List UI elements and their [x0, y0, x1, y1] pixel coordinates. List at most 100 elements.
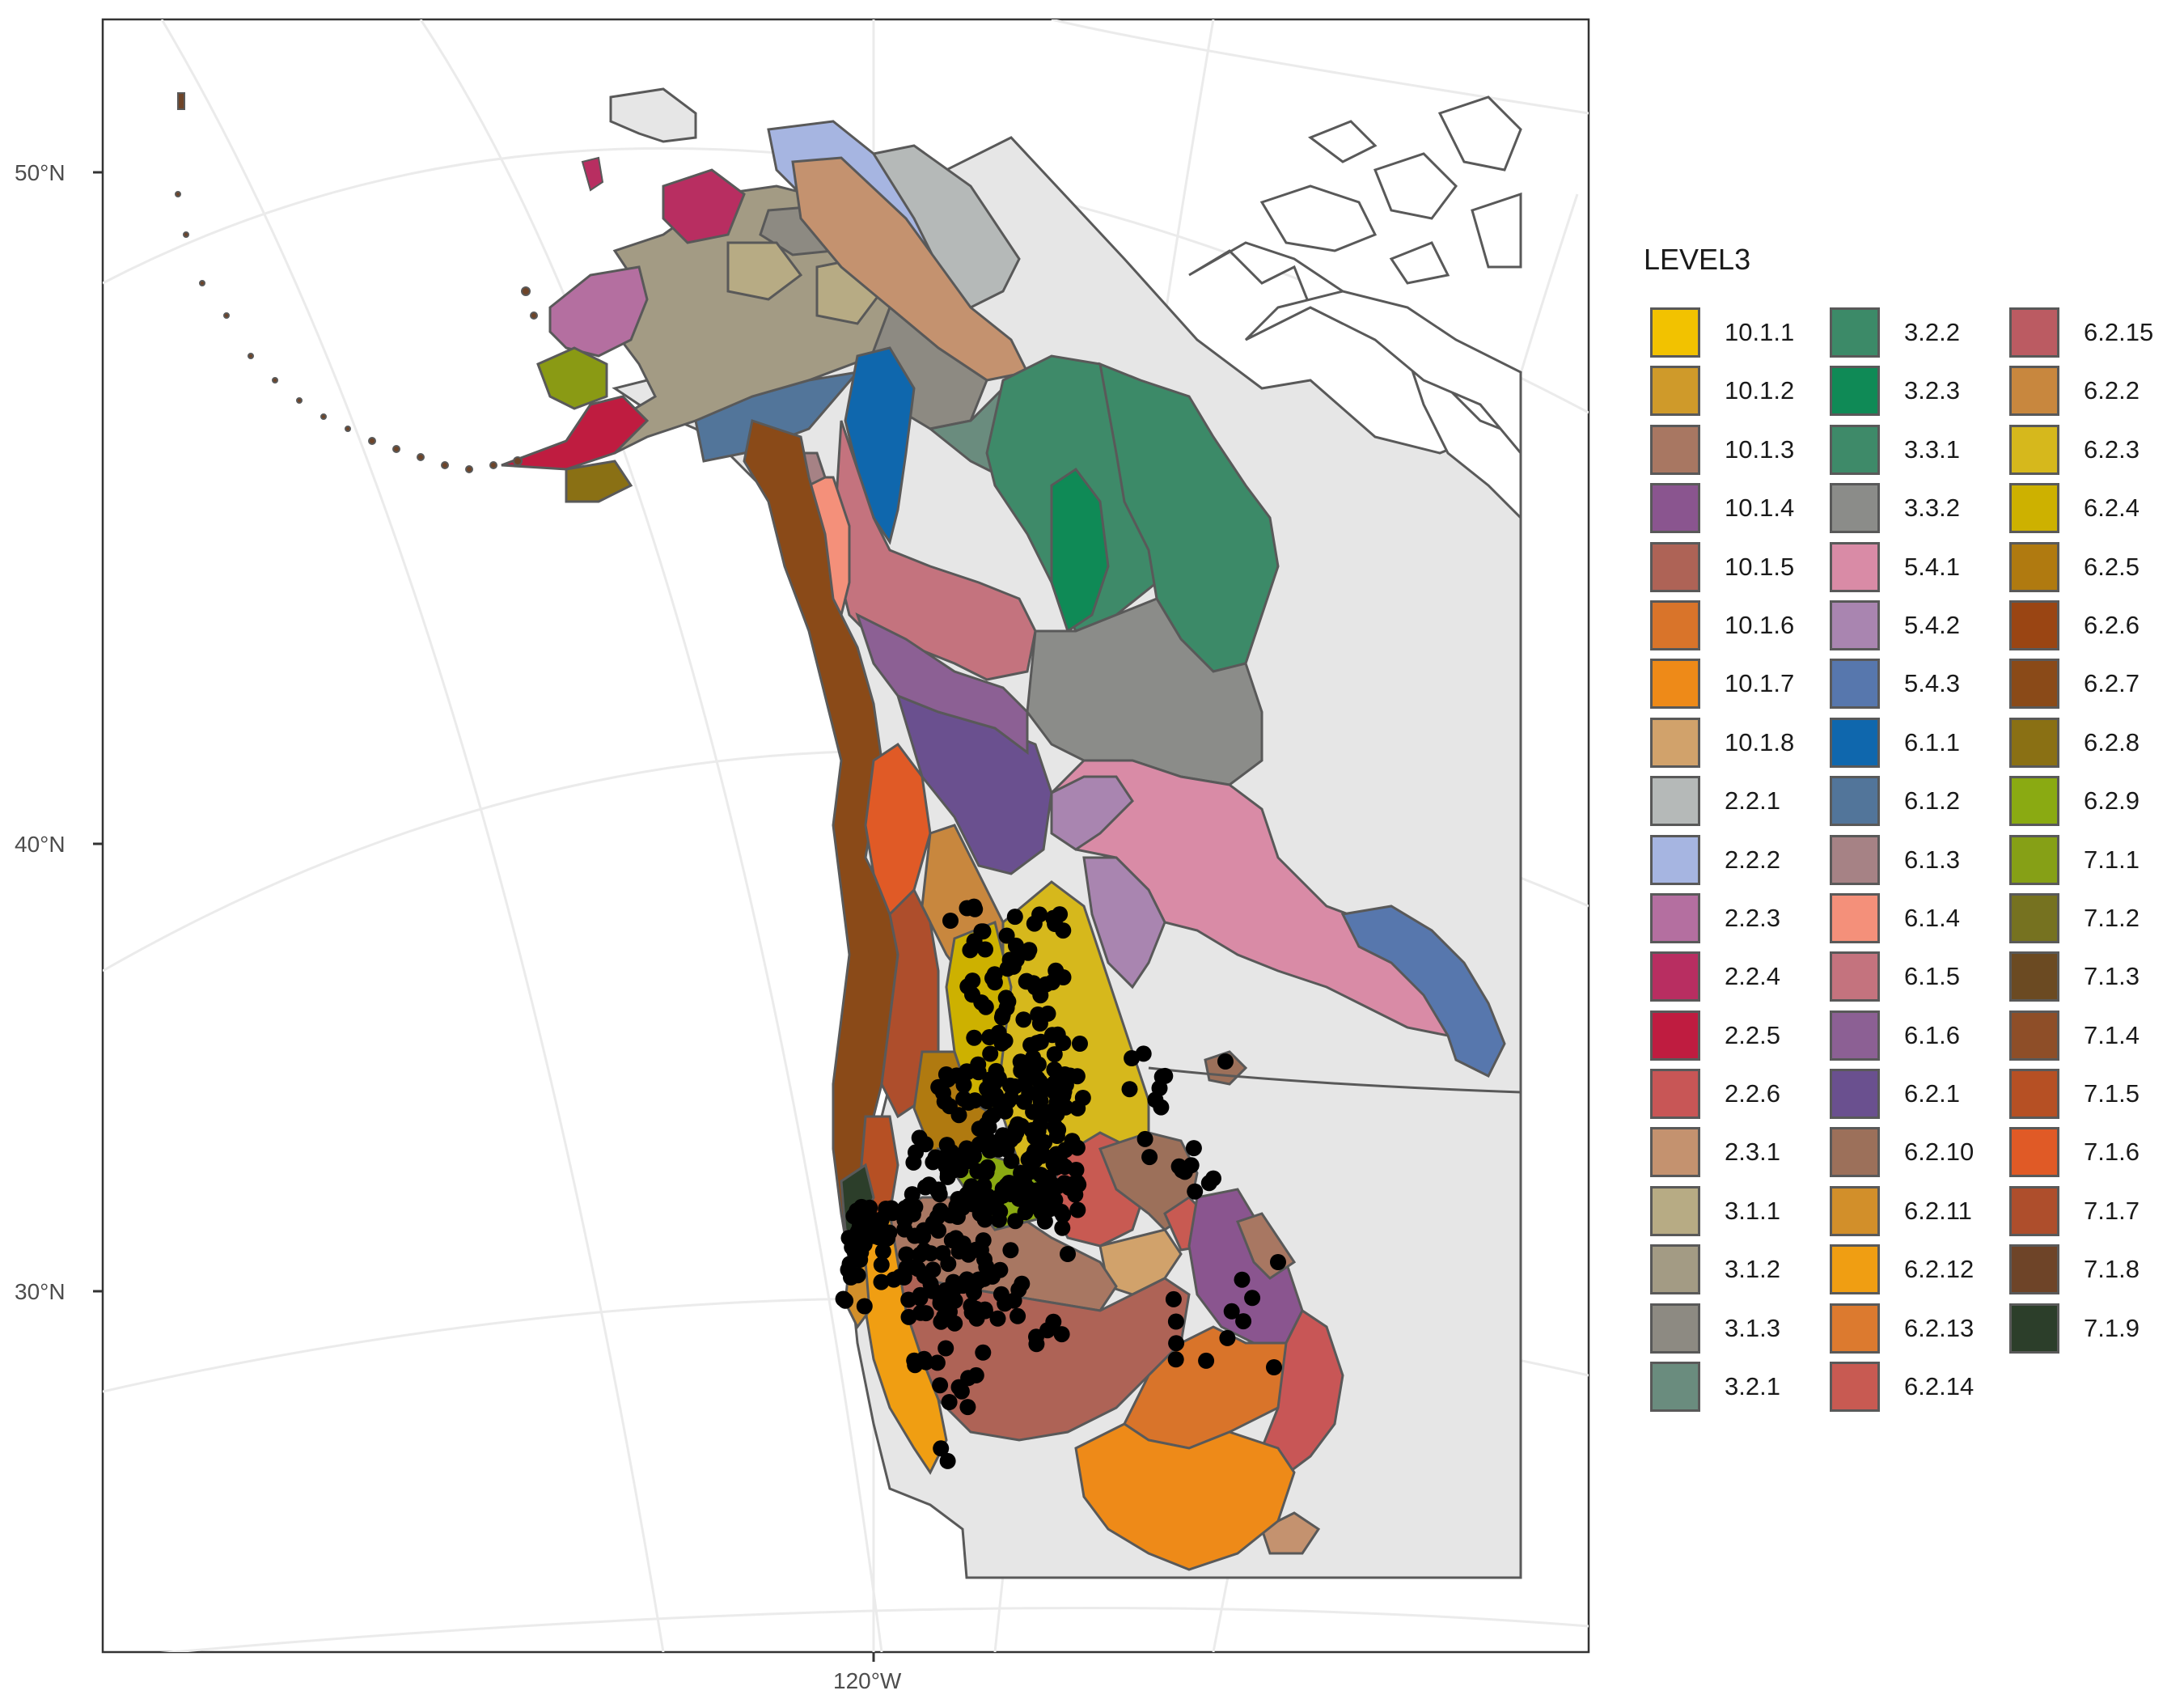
occurrence-point	[989, 1310, 1006, 1327]
occurrence-point	[977, 998, 994, 1015]
legend-swatch	[2009, 1244, 2059, 1295]
occurrence-point	[946, 1292, 963, 1309]
occurrence-point	[1009, 1307, 1026, 1324]
occurrence-point	[1187, 1183, 1204, 1200]
occurrence-point	[1035, 1082, 1052, 1099]
legend-swatch	[2009, 1010, 2059, 1061]
occurrence-point	[917, 1354, 934, 1371]
occurrence-point	[1121, 1081, 1138, 1098]
occurrence-point	[898, 1246, 915, 1263]
occurrence-point	[1006, 909, 1023, 926]
legend-swatch	[1650, 717, 1700, 768]
lat-label-30: 30°N	[15, 1279, 66, 1304]
occurrence-point	[1015, 1011, 1032, 1028]
occurrence-point	[981, 1142, 998, 1159]
legend-label: 7.1.2	[2084, 903, 2140, 932]
occurrence-point	[1067, 1186, 1084, 1203]
occurrence-point	[959, 900, 976, 917]
occurrence-point	[975, 923, 992, 940]
legend-swatch	[1650, 307, 1700, 358]
legend-label: 7.1.4	[2084, 1020, 2140, 1049]
occurrence-point	[1005, 1292, 1022, 1309]
legend-item: 6.2.5	[2009, 540, 2184, 599]
occurrence-point	[1244, 1290, 1261, 1307]
legend-item: 3.2.1	[1650, 1360, 1828, 1418]
legend-column-1: 10.1.1 10.1.2 10.1.3 10.1.4 10.1.5 10.1.6 10.1…	[1650, 306, 1828, 1418]
legend-label: 6.1.4	[1904, 903, 1960, 932]
occurrence-point	[972, 1242, 989, 1259]
legend-swatch	[2009, 1185, 2059, 1236]
legend-label: 7.1.7	[2084, 1196, 2140, 1225]
legend-swatch	[1650, 424, 1700, 475]
legend-label: 10.1.7	[1725, 669, 1795, 698]
occurrence-point	[1010, 1190, 1027, 1207]
occurrence-point	[1001, 951, 1018, 968]
occurrence-point	[967, 1092, 984, 1109]
occurrence-point	[1074, 1090, 1091, 1106]
legend-item: 2.2.6	[1650, 1067, 1828, 1125]
occurrence-point	[1017, 1074, 1034, 1091]
legend-label: 2.3.1	[1725, 1138, 1780, 1167]
occurrence-point	[978, 1163, 995, 1180]
legend-label: 6.1.1	[1904, 727, 1960, 756]
legend-item: 10.1.1	[1650, 306, 1828, 364]
legend-item: 10.1.5	[1650, 540, 1828, 599]
occurrence-point	[1048, 1106, 1065, 1123]
legend-item: 6.2.2	[2009, 364, 2184, 422]
occurrence-point	[1165, 1290, 1182, 1307]
occurrence-point	[997, 1103, 1014, 1120]
legend-swatch	[1830, 1127, 1880, 1178]
occurrence-point	[936, 1093, 953, 1110]
occurrence-point	[966, 1029, 983, 1046]
legend-label: 6.2.5	[2084, 552, 2140, 581]
occurrence-point	[960, 1370, 977, 1387]
legend-swatch	[1830, 424, 1880, 475]
occurrence-point	[1141, 1149, 1158, 1166]
legend-swatch	[1830, 541, 1880, 592]
legend-item: 7.1.1	[2009, 833, 2184, 892]
occurrence-point	[1136, 1130, 1153, 1147]
occurrence-point	[977, 941, 993, 958]
legend-swatch	[1830, 717, 1880, 768]
legend-swatch	[1830, 1362, 1880, 1413]
occurrence-point	[1036, 1133, 1053, 1150]
legend-item: 6.2.15	[2009, 306, 2184, 364]
occurrence-point	[915, 1228, 932, 1245]
legend-label: 6.1.5	[1904, 962, 1960, 991]
occurrence-point	[942, 913, 959, 929]
occurrence-point	[1016, 1093, 1032, 1110]
legend-item: 3.1.2	[1650, 1243, 1828, 1301]
legend-swatch	[1830, 659, 1880, 710]
occurrence-point	[950, 1107, 967, 1124]
legend-item: 2.2.4	[1650, 950, 1828, 1008]
occurrence-point	[939, 1168, 956, 1185]
occurrence-point	[971, 1271, 987, 1288]
legend-item: 10.1.6	[1650, 599, 1828, 657]
occurrence-point	[932, 1377, 949, 1394]
legend-label: 10.1.8	[1725, 727, 1795, 756]
legend-swatch	[2009, 951, 2059, 1002]
legend-swatch	[2009, 776, 2059, 827]
legend-swatch	[2009, 366, 2059, 417]
legend-swatch	[1650, 1069, 1700, 1120]
occurrence-point	[998, 927, 1015, 944]
legend-label: 7.1.6	[2084, 1138, 2140, 1167]
legend-swatch	[1830, 951, 1880, 1002]
occurrence-point	[1007, 1213, 1024, 1230]
occurrence-point	[959, 1140, 975, 1157]
occurrence-point	[934, 1245, 951, 1261]
legend-item: 2.3.1	[1650, 1125, 1828, 1184]
occurrence-point	[1266, 1359, 1282, 1375]
occurrence-point	[997, 1032, 1014, 1049]
occurrence-point	[866, 1227, 882, 1244]
legend-label: 7.1.3	[2084, 962, 2140, 991]
occurrence-point	[1040, 1201, 1057, 1218]
legend-label: 6.1.6	[1904, 1020, 1960, 1049]
occurrence-point	[1031, 906, 1048, 923]
legend-item: 2.2.1	[1650, 774, 1828, 833]
legend-swatch	[1650, 483, 1700, 534]
legend-swatch	[1650, 600, 1700, 650]
legend-label: 2.2.6	[1725, 1079, 1780, 1108]
legend-label: 6.2.1	[1904, 1079, 1960, 1108]
occurrence-point	[1185, 1140, 1202, 1157]
